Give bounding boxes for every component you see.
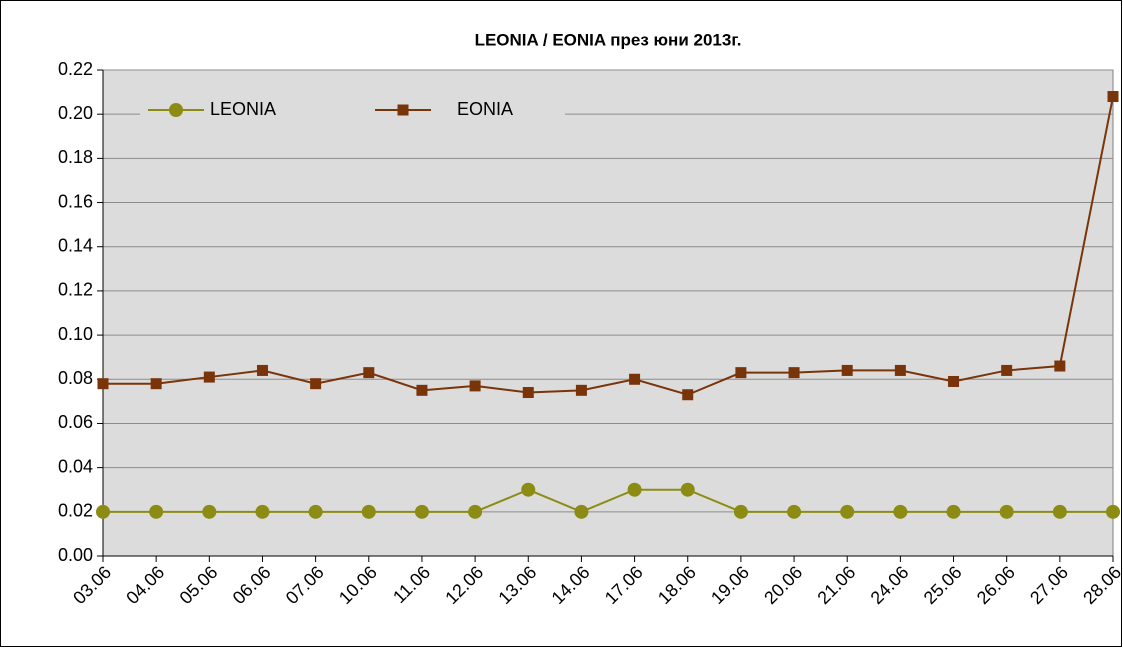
- y-tick-label: 0.12: [58, 280, 93, 300]
- series-line: [103, 488, 1113, 513]
- data-point: [682, 389, 694, 401]
- data-point: [627, 482, 642, 497]
- data-point: [310, 378, 322, 390]
- legend-label: LEONIA: [210, 99, 276, 119]
- data-point: [150, 378, 162, 390]
- data-point: [416, 384, 428, 396]
- legend-marker: [169, 103, 183, 117]
- data-point: [521, 482, 536, 497]
- data-point: [574, 504, 589, 519]
- y-tick-label: 0.18: [58, 147, 93, 167]
- data-point: [361, 504, 376, 519]
- y-tick-label: 0.22: [58, 59, 93, 79]
- data-point: [96, 504, 110, 519]
- data-point: [629, 373, 641, 385]
- y-tick-label: 0.14: [58, 235, 93, 255]
- data-point: [414, 504, 429, 519]
- legend-label: EONIA: [457, 99, 513, 119]
- data-point: [256, 364, 268, 376]
- data-point: [999, 504, 1014, 519]
- y-tick-label: 0.00: [58, 545, 93, 565]
- data-point: [203, 371, 215, 383]
- data-point: [735, 367, 747, 379]
- y-tick-label: 0.20: [58, 103, 93, 123]
- data-point: [893, 504, 908, 519]
- series-line: [103, 96, 1114, 396]
- data-point: [1107, 91, 1119, 103]
- data-point: [733, 504, 748, 519]
- y-tick-label: 0.10: [58, 324, 93, 344]
- chart-title: LEONIA / EONIA през юни 2013г.: [475, 30, 742, 49]
- data-point: [149, 504, 164, 519]
- data-point: [948, 375, 960, 387]
- data-point: [202, 504, 217, 519]
- data-point: [468, 504, 483, 519]
- data-point: [255, 504, 270, 519]
- data-point: [894, 364, 906, 376]
- data-point: [1001, 364, 1013, 376]
- data-point: [788, 367, 800, 379]
- data-point: [946, 504, 961, 519]
- data-point: [308, 504, 323, 519]
- data-point: [1054, 360, 1066, 372]
- y-tick-label: 0.04: [58, 456, 93, 476]
- data-point: [575, 384, 587, 396]
- data-point: [363, 367, 375, 379]
- data-point: [840, 504, 855, 519]
- y-tick-label: 0.06: [58, 412, 93, 432]
- legend: [140, 90, 565, 130]
- y-tick-label: 0.08: [58, 368, 93, 388]
- data-point: [97, 378, 109, 390]
- data-point: [469, 380, 481, 392]
- data-point: [522, 387, 534, 399]
- data-point: [1106, 504, 1120, 519]
- data-point: [841, 364, 853, 376]
- y-tick-label: 0.16: [58, 191, 93, 211]
- plot-area: [102, 69, 1114, 557]
- data-point: [787, 504, 802, 519]
- legend-marker: [397, 104, 409, 116]
- data-point: [680, 482, 695, 497]
- data-point: [1052, 504, 1067, 519]
- y-tick-label: 0.02: [58, 501, 93, 521]
